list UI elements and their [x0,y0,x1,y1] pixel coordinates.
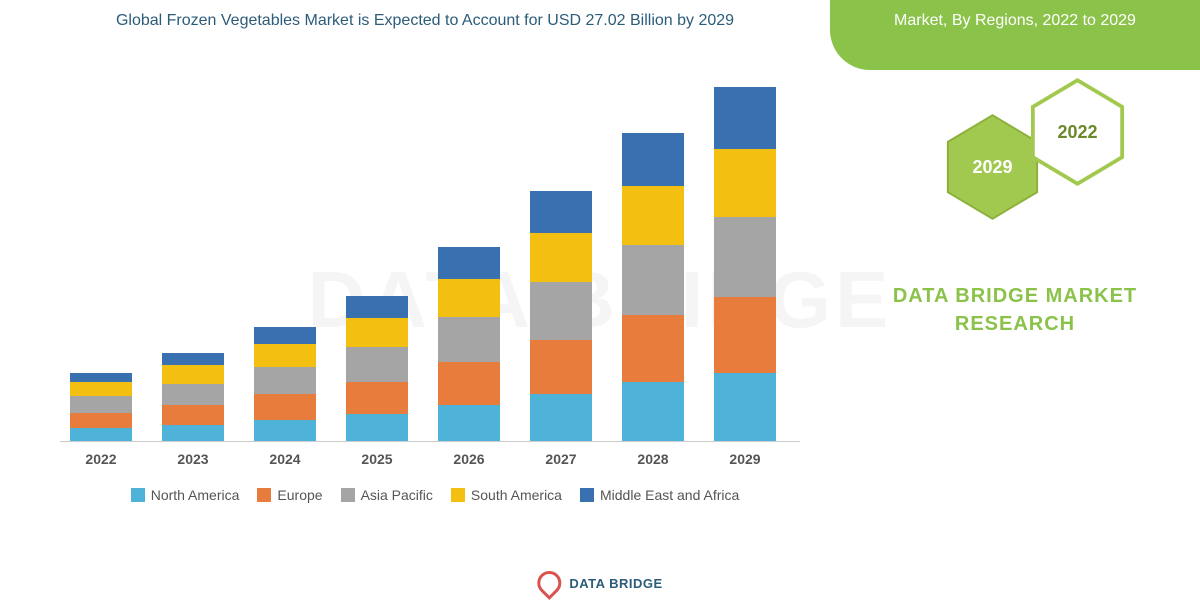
brand-line1: DATA BRIDGE MARKET [850,282,1180,310]
legend-swatch [341,488,355,502]
seg-2024-north-america [254,420,316,441]
seg-2025-asia-pacific [346,347,408,382]
seg-2027-middle-east-and-africa [530,191,592,234]
hexagon-2029: 2029 [945,112,1040,222]
x-label-2027: 2027 [530,451,592,467]
seg-2025-europe [346,382,408,414]
seg-2028-asia-pacific [622,245,684,315]
legend-item-north-america: North America [131,487,240,503]
seg-2024-europe [254,394,316,420]
seg-2025-middle-east-and-africa [346,296,408,319]
x-label-2023: 2023 [162,451,224,467]
legend-swatch [257,488,271,502]
legend-label: South America [471,487,562,503]
legend-item-europe: Europe [257,487,322,503]
seg-2023-europe [162,405,224,425]
chart-panel: Global Frozen Vegetables Market is Expec… [0,0,830,600]
bar-2029 [714,87,776,442]
seg-2029-middle-east-and-africa [714,87,776,149]
seg-2028-north-america [622,382,684,441]
x-label-2029: 2029 [714,451,776,467]
seg-2028-europe [622,315,684,382]
seg-2024-middle-east-and-africa [254,327,316,344]
bar-2028 [622,133,684,442]
bar-2024 [254,327,316,441]
footer-logo: DATA BRIDGE [537,571,662,595]
seg-2027-europe [530,340,592,395]
seg-2022-asia-pacific [70,396,132,413]
seg-2027-asia-pacific [530,282,592,340]
seg-2025-south-america [346,318,408,347]
legend-swatch [451,488,465,502]
bar-2027 [530,191,592,442]
brand-line2: RESEARCH [850,310,1180,338]
seg-2022-south-america [70,382,132,396]
seg-2026-europe [438,362,500,405]
seg-2027-south-america [530,233,592,282]
legend-swatch [580,488,594,502]
seg-2022-middle-east-and-africa [70,373,132,382]
seg-2028-south-america [622,186,684,245]
hexagon-group: 2029 2022 [850,52,1180,252]
bar-2026 [438,247,500,442]
seg-2029-south-america [714,149,776,217]
hexagon-2022: 2022 [1030,77,1125,187]
seg-2029-north-america [714,373,776,441]
x-label-2022: 2022 [70,451,132,467]
logo-mark-icon [532,566,566,600]
legend-label: North America [151,487,240,503]
legend-label: Asia Pacific [361,487,433,503]
seg-2026-asia-pacific [438,317,500,363]
chart-plot [60,62,800,442]
seg-2029-asia-pacific [714,217,776,297]
seg-2023-asia-pacific [162,384,224,405]
seg-2026-middle-east-and-africa [438,247,500,279]
seg-2026-south-america [438,279,500,317]
seg-2022-europe [70,413,132,428]
seg-2022-north-america [70,428,132,442]
seg-2028-middle-east-and-africa [622,133,684,186]
hexagon-2029-label: 2029 [972,157,1012,178]
bar-2023 [162,353,224,441]
brand-text: DATA BRIDGE MARKET RESEARCH [850,282,1180,338]
seg-2024-south-america [254,344,316,367]
bar-2022 [70,373,132,441]
seg-2025-north-america [346,414,408,441]
chart-title: Global Frozen Vegetables Market is Expec… [40,10,810,42]
legend-item-south-america: South America [451,487,562,503]
bar-2025 [346,296,408,442]
legend-item-middle-east-and-africa: Middle East and Africa [580,487,739,503]
x-label-2028: 2028 [622,451,684,467]
x-label-2026: 2026 [438,451,500,467]
seg-2023-north-america [162,425,224,442]
x-label-2025: 2025 [346,451,408,467]
legend-swatch [131,488,145,502]
seg-2027-north-america [530,394,592,441]
right-title: Market, By Regions, 2022 to 2029 [850,10,1180,32]
footer-logo-text: DATA BRIDGE [569,576,662,591]
chart-area: 2022 2023 2024 2025 2026 2027 2028 2029 [40,52,810,472]
legend-label: Middle East and Africa [600,487,739,503]
chart-legend: North America Europe Asia Pacific South Ame… [40,487,810,503]
hexagon-2022-label: 2022 [1057,122,1097,143]
right-panel: Market, By Regions, 2022 to 2029 2029 20… [830,0,1200,600]
seg-2023-south-america [162,365,224,383]
seg-2024-asia-pacific [254,367,316,394]
seg-2023-middle-east-and-africa [162,353,224,365]
legend-label: Europe [277,487,322,503]
seg-2029-europe [714,297,776,373]
x-label-2024: 2024 [254,451,316,467]
legend-item-asia-pacific: Asia Pacific [341,487,433,503]
seg-2026-north-america [438,405,500,441]
